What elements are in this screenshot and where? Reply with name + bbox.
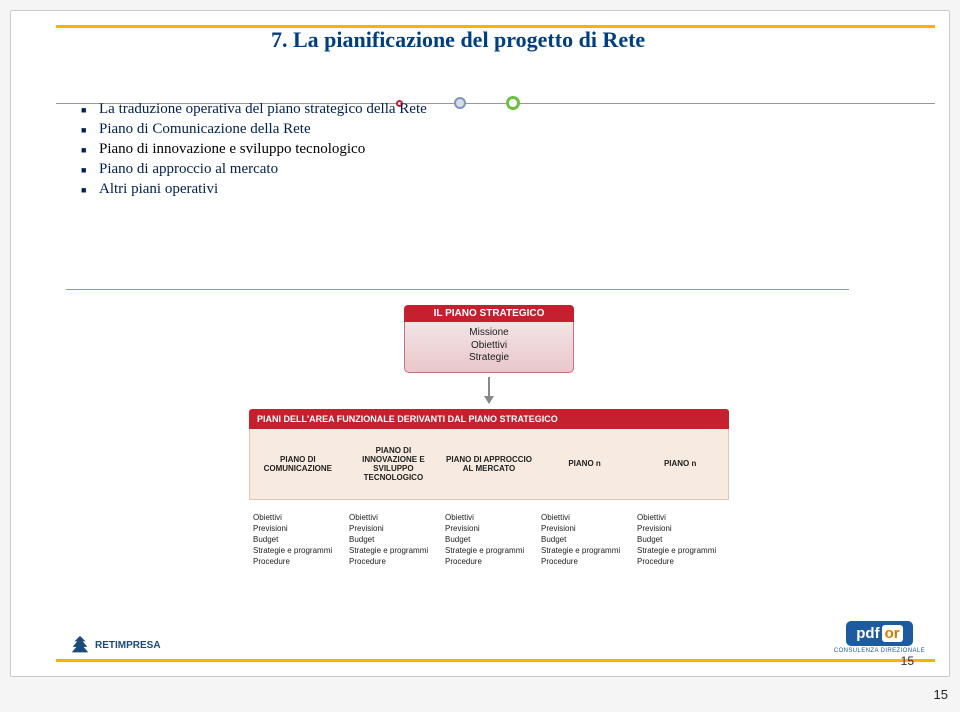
footer-page-number: 15 xyxy=(0,687,948,702)
detail-line: Previsioni xyxy=(541,523,629,534)
detail-line: Procedure xyxy=(541,556,629,567)
detail-line: Strategie e programmi xyxy=(445,545,533,556)
detail-line: Procedure xyxy=(349,556,437,567)
bullet-item: Piano di approccio al mercato xyxy=(81,161,949,178)
strategic-line: Missione xyxy=(405,327,573,340)
bullet-item: Piano di innovazione e sviluppo tecnolog… xyxy=(81,141,949,158)
detail-line: Budget xyxy=(445,534,533,545)
bullet-list: La traduzione operativa del piano strate… xyxy=(81,101,949,198)
plans-row: PIANO DI COMUNICAZIONEPIANO DI INNOVAZIO… xyxy=(249,429,729,500)
eagle-icon xyxy=(69,634,91,656)
detail-line: Obiettivi xyxy=(637,512,725,523)
detail-column: ObiettiviPrevisioniBudgetStrategie e pro… xyxy=(345,512,441,568)
detail-line: Procedure xyxy=(253,556,341,567)
strategic-header: IL PIANO STRATEGICO xyxy=(404,305,574,322)
plan-column: PIANO n xyxy=(537,429,633,499)
detail-column: ObiettiviPrevisioniBudgetStrategie e pro… xyxy=(633,512,729,568)
detail-column: ObiettiviPrevisioniBudgetStrategie e pro… xyxy=(249,512,345,568)
detail-column: ObiettiviPrevisioniBudgetStrategie e pro… xyxy=(441,512,537,568)
strategic-plan-box: IL PIANO STRATEGICO Missione Obiettivi S… xyxy=(404,305,574,373)
detail-line: Obiettivi xyxy=(541,512,629,523)
diagram: IL PIANO STRATEGICO Missione Obiettivi S… xyxy=(249,305,729,567)
strategic-line: Obiettivi xyxy=(405,340,573,353)
down-arrow-icon xyxy=(488,377,490,403)
plan-column: PIANO DI APPROCCIO AL MERCATO xyxy=(441,429,537,499)
details-row: ObiettiviPrevisioniBudgetStrategie e pro… xyxy=(249,512,729,568)
plan-column: PIANO DI INNOVAZIONE E SVILUPPO TECNOLOG… xyxy=(346,429,442,499)
strategic-line: Strategie xyxy=(405,352,573,365)
detail-line: Budget xyxy=(349,534,437,545)
detail-line: Procedure xyxy=(637,556,725,567)
detail-line: Budget xyxy=(637,534,725,545)
detail-line: Obiettivi xyxy=(253,512,341,523)
detail-line: Obiettivi xyxy=(445,512,533,523)
bullet-item: Piano di Comunicazione della Rete xyxy=(81,121,949,138)
detail-line: Budget xyxy=(541,534,629,545)
functional-header: PIANI DELL'AREA FUNZIONALE DERIVANTI DAL… xyxy=(249,409,729,429)
bullet-item: Altri piani operativi xyxy=(81,181,949,198)
plan-column: PIANO n xyxy=(632,429,728,499)
detail-line: Previsioni xyxy=(349,523,437,534)
detail-line: Budget xyxy=(253,534,341,545)
slide: 7. La pianificazione del progetto di Ret… xyxy=(10,10,950,677)
detail-line: Strategie e programmi xyxy=(349,545,437,556)
logo-left-text: RETIMPRESA xyxy=(95,640,161,651)
strategic-body: Missione Obiettivi Strategie xyxy=(404,322,574,373)
bullet-item: La traduzione operativa del piano strate… xyxy=(81,101,949,118)
divider xyxy=(66,289,849,290)
detail-line: Previsioni xyxy=(253,523,341,534)
detail-line: Obiettivi xyxy=(349,512,437,523)
logo-pdfor: pdfor CONSULENZA DIREZIONALE xyxy=(834,621,925,654)
detail-line: Procedure xyxy=(445,556,533,567)
detail-column: ObiettiviPrevisioniBudgetStrategie e pro… xyxy=(537,512,633,568)
detail-line: Strategie e programmi xyxy=(253,545,341,556)
logo-retimpresa: RETIMPRESA xyxy=(69,634,161,656)
plan-column: PIANO DI COMUNICAZIONE xyxy=(250,429,346,499)
detail-line: Strategie e programmi xyxy=(637,545,725,556)
detail-line: Previsioni xyxy=(637,523,725,534)
page-number: 15 xyxy=(901,654,914,668)
detail-line: Strategie e programmi xyxy=(541,545,629,556)
pdfor-badge: pdfor xyxy=(846,621,912,646)
detail-line: Previsioni xyxy=(445,523,533,534)
